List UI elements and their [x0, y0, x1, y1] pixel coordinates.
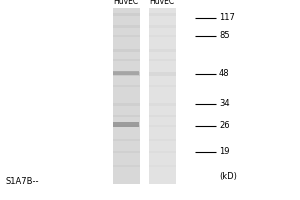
Bar — [112, 85, 140, 87]
Bar — [148, 12, 176, 16]
Bar — [112, 151, 140, 153]
Text: HuvEC: HuvEC — [149, 0, 175, 6]
Bar — [112, 12, 140, 16]
Bar — [148, 72, 176, 76]
Bar — [112, 48, 140, 51]
Bar — [148, 125, 176, 127]
Bar — [148, 151, 176, 153]
Bar — [112, 35, 140, 37]
Bar — [148, 139, 176, 141]
Bar — [112, 72, 140, 76]
Bar — [148, 59, 176, 61]
Text: 117: 117 — [219, 14, 235, 22]
Bar — [148, 24, 176, 27]
Bar — [148, 165, 176, 167]
Bar — [112, 125, 140, 127]
Bar — [148, 115, 176, 117]
Bar — [112, 115, 140, 117]
Text: 48: 48 — [219, 70, 230, 78]
Bar — [112, 8, 140, 184]
Text: 34: 34 — [219, 99, 230, 108]
Text: (kD): (kD) — [219, 171, 237, 180]
Bar — [113, 71, 139, 75]
Bar — [112, 59, 140, 61]
Bar — [112, 103, 140, 106]
Bar — [112, 139, 140, 141]
Text: 19: 19 — [219, 148, 230, 156]
Bar — [112, 24, 140, 27]
Bar — [148, 8, 176, 184]
Text: S1A7B--: S1A7B-- — [6, 178, 40, 186]
Bar — [113, 122, 139, 127]
Bar — [148, 103, 176, 106]
Bar — [148, 35, 176, 37]
Text: HuvEC: HuvEC — [113, 0, 139, 6]
Text: 85: 85 — [219, 31, 230, 40]
Bar — [112, 165, 140, 167]
Bar — [148, 48, 176, 51]
Text: 26: 26 — [219, 121, 230, 130]
Bar — [148, 85, 176, 87]
